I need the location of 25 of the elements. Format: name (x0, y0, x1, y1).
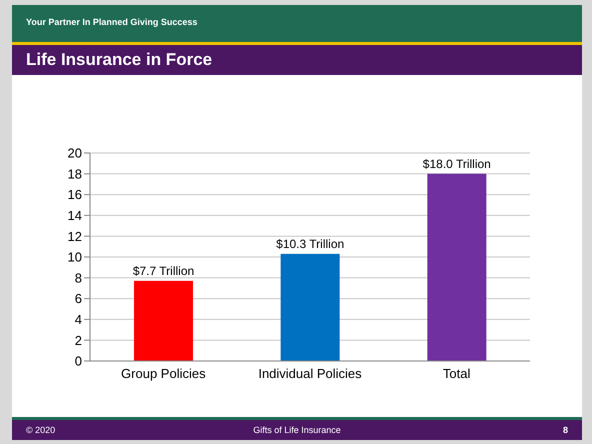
data-label: $18.0 Trillion (422, 156, 491, 171)
text: Your Partner In Planned Giving Success (26, 17, 198, 27)
data-label: $7.7 Trillion (132, 264, 194, 278)
text: Gifts of Life Insurance (253, 425, 341, 435)
chart-title: Life Insurance in Force (26, 50, 212, 70)
y-tick-label: 2 (74, 332, 82, 348)
x-tick-label: Individual Policies (258, 366, 362, 382)
text: © 2020 (26, 425, 56, 435)
y-tick-label: 4 (74, 312, 82, 328)
data-label: $10.3 Trillion (276, 236, 344, 251)
y-tick-label: 0 (74, 354, 82, 369)
bar (134, 280, 193, 361)
x-tick-label: Group Policies (121, 366, 206, 382)
y-tick-label: 12 (68, 228, 82, 244)
y-tick-label: 8 (74, 270, 82, 286)
y-tick-label: 14 (68, 208, 82, 224)
x-tick-label: Total (442, 366, 471, 382)
bar (280, 254, 340, 361)
y-tick-label: 10 (68, 250, 82, 265)
y-tick-label: 6 (74, 291, 82, 306)
text: 8 (562, 425, 568, 435)
y-tick-label: 16 (68, 187, 82, 202)
y-tick-label: 18 (68, 166, 82, 182)
bar (427, 174, 486, 361)
y-tick-label: 20 (68, 146, 82, 161)
